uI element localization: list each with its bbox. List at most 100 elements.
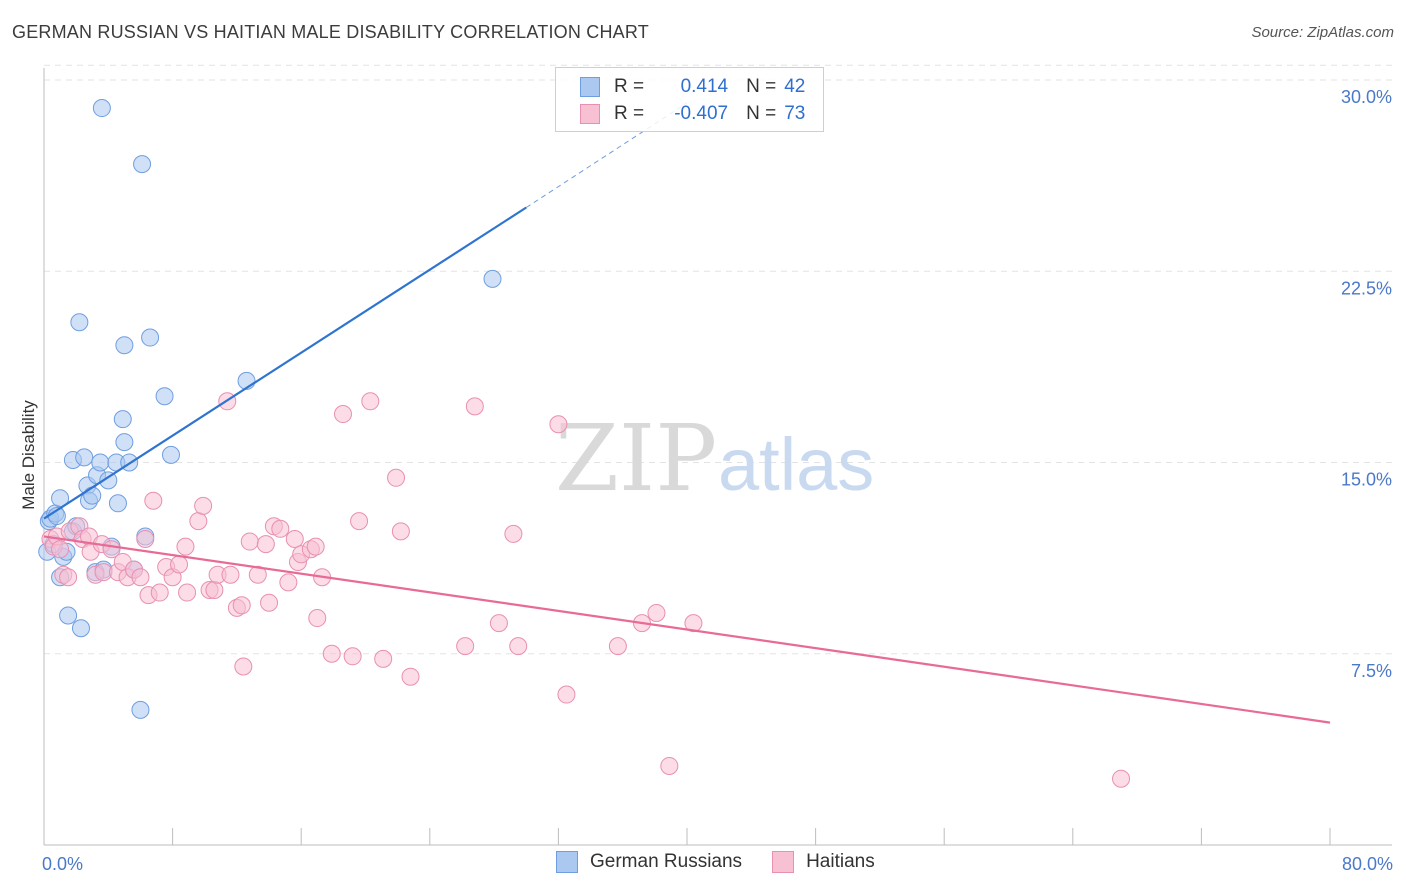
point-german-russians [113,410,132,429]
point-haitians [176,537,195,556]
point-haitians [51,540,70,559]
point-haitians [59,568,78,587]
watermark-atlas: atlas [718,423,874,506]
point-haitians [144,491,163,510]
watermark: ZIP atlas [555,405,874,512]
trendline-german-russians [43,206,527,520]
grid-lines [44,64,1392,655]
point-haitians [234,657,253,676]
point-haitians [684,614,703,633]
point-haitians [557,685,576,704]
x-tick-label: 80.0% [1342,854,1393,874]
point-haitians [150,583,169,602]
point-haitians [232,596,251,615]
trendline-haitians [43,535,1331,724]
point-haitians [308,609,327,628]
point-haitians [350,512,369,531]
series-legend: German Russians Haitians [556,851,905,873]
point-german-russians [161,445,180,464]
watermark-zip: ZIP [555,405,717,512]
point-german-russians [108,494,127,513]
point-haitians [178,583,197,602]
point-haitians [660,756,679,775]
point-haitians [136,530,155,548]
point-german-russians [59,606,78,625]
point-haitians [256,535,275,554]
point-haitians [131,568,150,587]
point-haitians [387,468,406,487]
point-haitians [205,581,224,599]
point-haitians [608,637,627,656]
y-tick-label: 22.5% [1341,278,1392,298]
legend-r-value: -0.407 [674,103,729,124]
point-haitians [343,647,362,666]
x-tick-label: 0.0% [42,854,83,874]
legend-n-value: 42 [784,76,806,97]
point-haitians [1112,769,1131,788]
legend-label-haitians: Haitians [806,851,875,872]
correlation-legend: R = 0.414 N = 42 R = -0.407 N = 73 [555,67,824,132]
chart-source: Source: ZipAtlas.com [1251,24,1394,41]
point-german-russians [131,700,150,719]
legend-label-german-russians: German Russians [590,851,743,872]
y-tick-label: 15.0% [1341,470,1392,490]
point-german-russians [133,155,152,174]
point-haitians [306,537,325,556]
legend-row-haitians: R = -0.407 N = 73 [580,100,805,128]
legend-swatch-german-russians [556,851,578,873]
y-axis-label: Male Disability [19,400,38,510]
point-haitians [322,644,341,663]
chart-title: GERMAN RUSSIAN VS HAITIAN MALE DISABILIT… [12,22,649,42]
point-haitians [248,565,267,584]
point-haitians [333,405,352,424]
point-german-russians [99,471,118,490]
point-haitians [271,519,290,538]
point-german-russians [483,269,502,288]
point-haitians [189,512,208,531]
point-haitians [509,637,528,656]
point-german-russians [115,433,134,452]
point-german-russians [71,619,90,638]
point-haitians [401,667,420,686]
point-german-russians [51,489,70,508]
x-tick-labels: 0.0% 80.0% [42,854,1393,874]
legend-n-label: N = [746,103,777,124]
point-haitians [170,555,189,574]
legend-swatch-haitians [772,851,795,873]
data-points [38,99,1131,788]
legend-r-label: R = [614,103,645,124]
point-haitians [489,614,508,633]
point-haitians [279,573,298,592]
point-german-russians [83,486,102,505]
point-german-russians [70,313,89,332]
point-haitians [391,522,410,541]
point-german-russians [75,448,94,467]
point-haitians [285,530,304,548]
point-haitians [194,496,213,515]
legend-n-label: N = [746,76,777,97]
point-haitians [240,532,259,551]
legend-row-german-russians: R = 0.414 N = 42 [580,73,805,101]
point-haitians [647,603,666,622]
legend-r-label: R = [614,76,645,97]
point-haitians [456,637,475,656]
point-german-russians [92,99,111,118]
legend-item-german-russians[interactable]: German Russians [556,851,742,873]
legend-swatch-german-russians [580,77,600,97]
point-haitians [361,392,380,411]
point-german-russians [91,453,110,472]
point-haitians [549,415,568,434]
point-german-russians [115,336,134,355]
trendline-extension-german-russians [525,102,688,208]
legend-item-haitians[interactable]: Haitians [772,851,875,873]
point-haitians [221,565,240,584]
y-tick-label: 30.0% [1341,87,1392,107]
legend-n-value: 73 [784,103,806,124]
y-tick-label: 7.5% [1351,661,1392,681]
point-haitians [374,649,393,668]
trend-lines [43,102,1331,724]
point-german-russians [141,328,160,347]
point-haitians [465,397,484,416]
legend-swatch-haitians [580,104,600,124]
